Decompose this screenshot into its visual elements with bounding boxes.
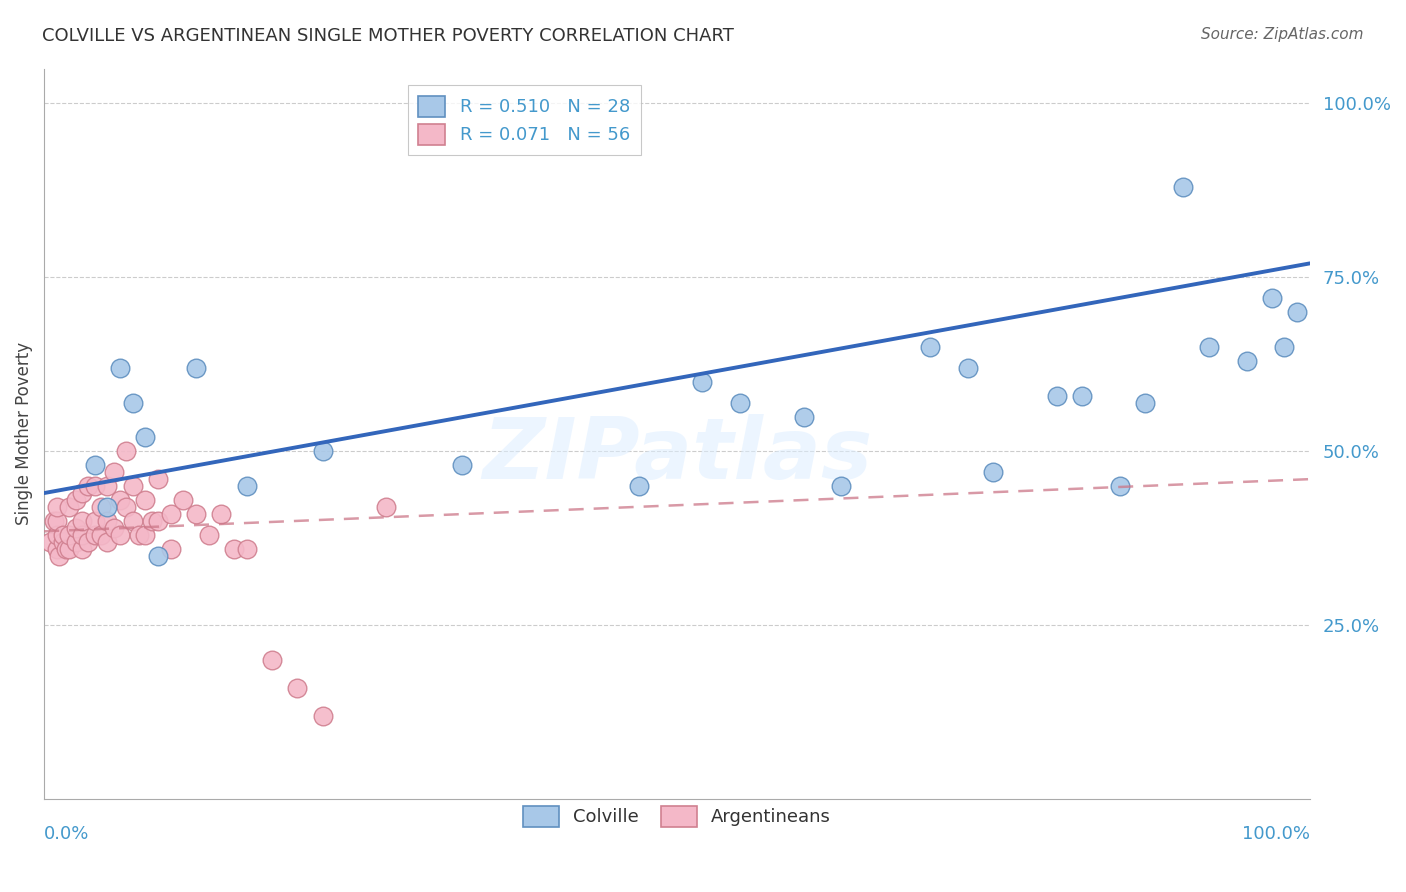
- Point: [96, 479, 118, 493]
- Point: [96, 500, 118, 514]
- Point: [58, 528, 80, 542]
- Point: [285, 681, 308, 695]
- Point: [77, 479, 100, 493]
- Point: [55, 541, 77, 556]
- Point: [1109, 479, 1132, 493]
- Text: ZIPatlas: ZIPatlas: [482, 414, 872, 498]
- Point: [103, 465, 125, 479]
- Point: [1274, 340, 1296, 354]
- Point: [65, 493, 87, 508]
- Point: [450, 458, 472, 473]
- Point: [48, 549, 70, 563]
- Point: [115, 500, 138, 514]
- Point: [90, 500, 112, 514]
- Point: [1071, 389, 1094, 403]
- Y-axis label: Single Mother Poverty: Single Mother Poverty: [15, 343, 32, 525]
- Point: [184, 507, 207, 521]
- Point: [70, 514, 93, 528]
- Point: [108, 493, 131, 508]
- Point: [983, 465, 1005, 479]
- Text: COLVILLE VS ARGENTINEAN SINGLE MOTHER POVERTY CORRELATION CHART: COLVILLE VS ARGENTINEAN SINGLE MOTHER PO…: [42, 27, 734, 45]
- Point: [146, 472, 169, 486]
- Point: [159, 541, 181, 556]
- Point: [45, 500, 67, 514]
- Point: [235, 479, 257, 493]
- Point: [58, 541, 80, 556]
- Point: [83, 479, 105, 493]
- Point: [115, 444, 138, 458]
- Point: [70, 541, 93, 556]
- Point: [108, 528, 131, 542]
- Point: [197, 528, 219, 542]
- Text: Source: ZipAtlas.com: Source: ZipAtlas.com: [1201, 27, 1364, 42]
- Point: [77, 534, 100, 549]
- Point: [128, 528, 150, 542]
- Point: [1046, 389, 1069, 403]
- Point: [45, 514, 67, 528]
- Point: [1198, 340, 1220, 354]
- Point: [52, 528, 75, 542]
- Point: [1173, 179, 1195, 194]
- Point: [103, 521, 125, 535]
- Point: [52, 534, 75, 549]
- Point: [311, 444, 333, 458]
- Point: [311, 708, 333, 723]
- Point: [83, 514, 105, 528]
- Point: [39, 534, 62, 549]
- Text: 100.0%: 100.0%: [1241, 825, 1310, 843]
- Point: [792, 409, 814, 424]
- Point: [83, 528, 105, 542]
- Point: [374, 500, 396, 514]
- Point: [728, 395, 751, 409]
- Point: [172, 493, 194, 508]
- Point: [45, 541, 67, 556]
- Point: [121, 514, 143, 528]
- Point: [627, 479, 650, 493]
- Point: [235, 541, 257, 556]
- Point: [96, 514, 118, 528]
- Point: [184, 360, 207, 375]
- Point: [108, 360, 131, 375]
- Point: [831, 479, 853, 493]
- Point: [134, 528, 156, 542]
- Point: [920, 340, 942, 354]
- Point: [45, 528, 67, 542]
- Point: [83, 458, 105, 473]
- Point: [146, 549, 169, 563]
- Point: [1261, 291, 1284, 305]
- Point: [58, 500, 80, 514]
- Point: [260, 653, 283, 667]
- Point: [90, 528, 112, 542]
- Point: [1286, 305, 1309, 319]
- Point: [70, 528, 93, 542]
- Point: [209, 507, 232, 521]
- Point: [690, 375, 713, 389]
- Point: [957, 360, 980, 375]
- Text: 0.0%: 0.0%: [44, 825, 90, 843]
- Point: [65, 534, 87, 549]
- Point: [96, 534, 118, 549]
- Point: [70, 486, 93, 500]
- Point: [1236, 354, 1258, 368]
- Legend: Colville, Argentineans: Colville, Argentineans: [516, 799, 838, 834]
- Point: [146, 514, 169, 528]
- Point: [65, 521, 87, 535]
- Point: [134, 493, 156, 508]
- Point: [44, 514, 66, 528]
- Point: [1135, 395, 1157, 409]
- Point: [222, 541, 245, 556]
- Point: [159, 507, 181, 521]
- Point: [121, 395, 143, 409]
- Point: [141, 514, 163, 528]
- Point: [121, 479, 143, 493]
- Point: [134, 430, 156, 444]
